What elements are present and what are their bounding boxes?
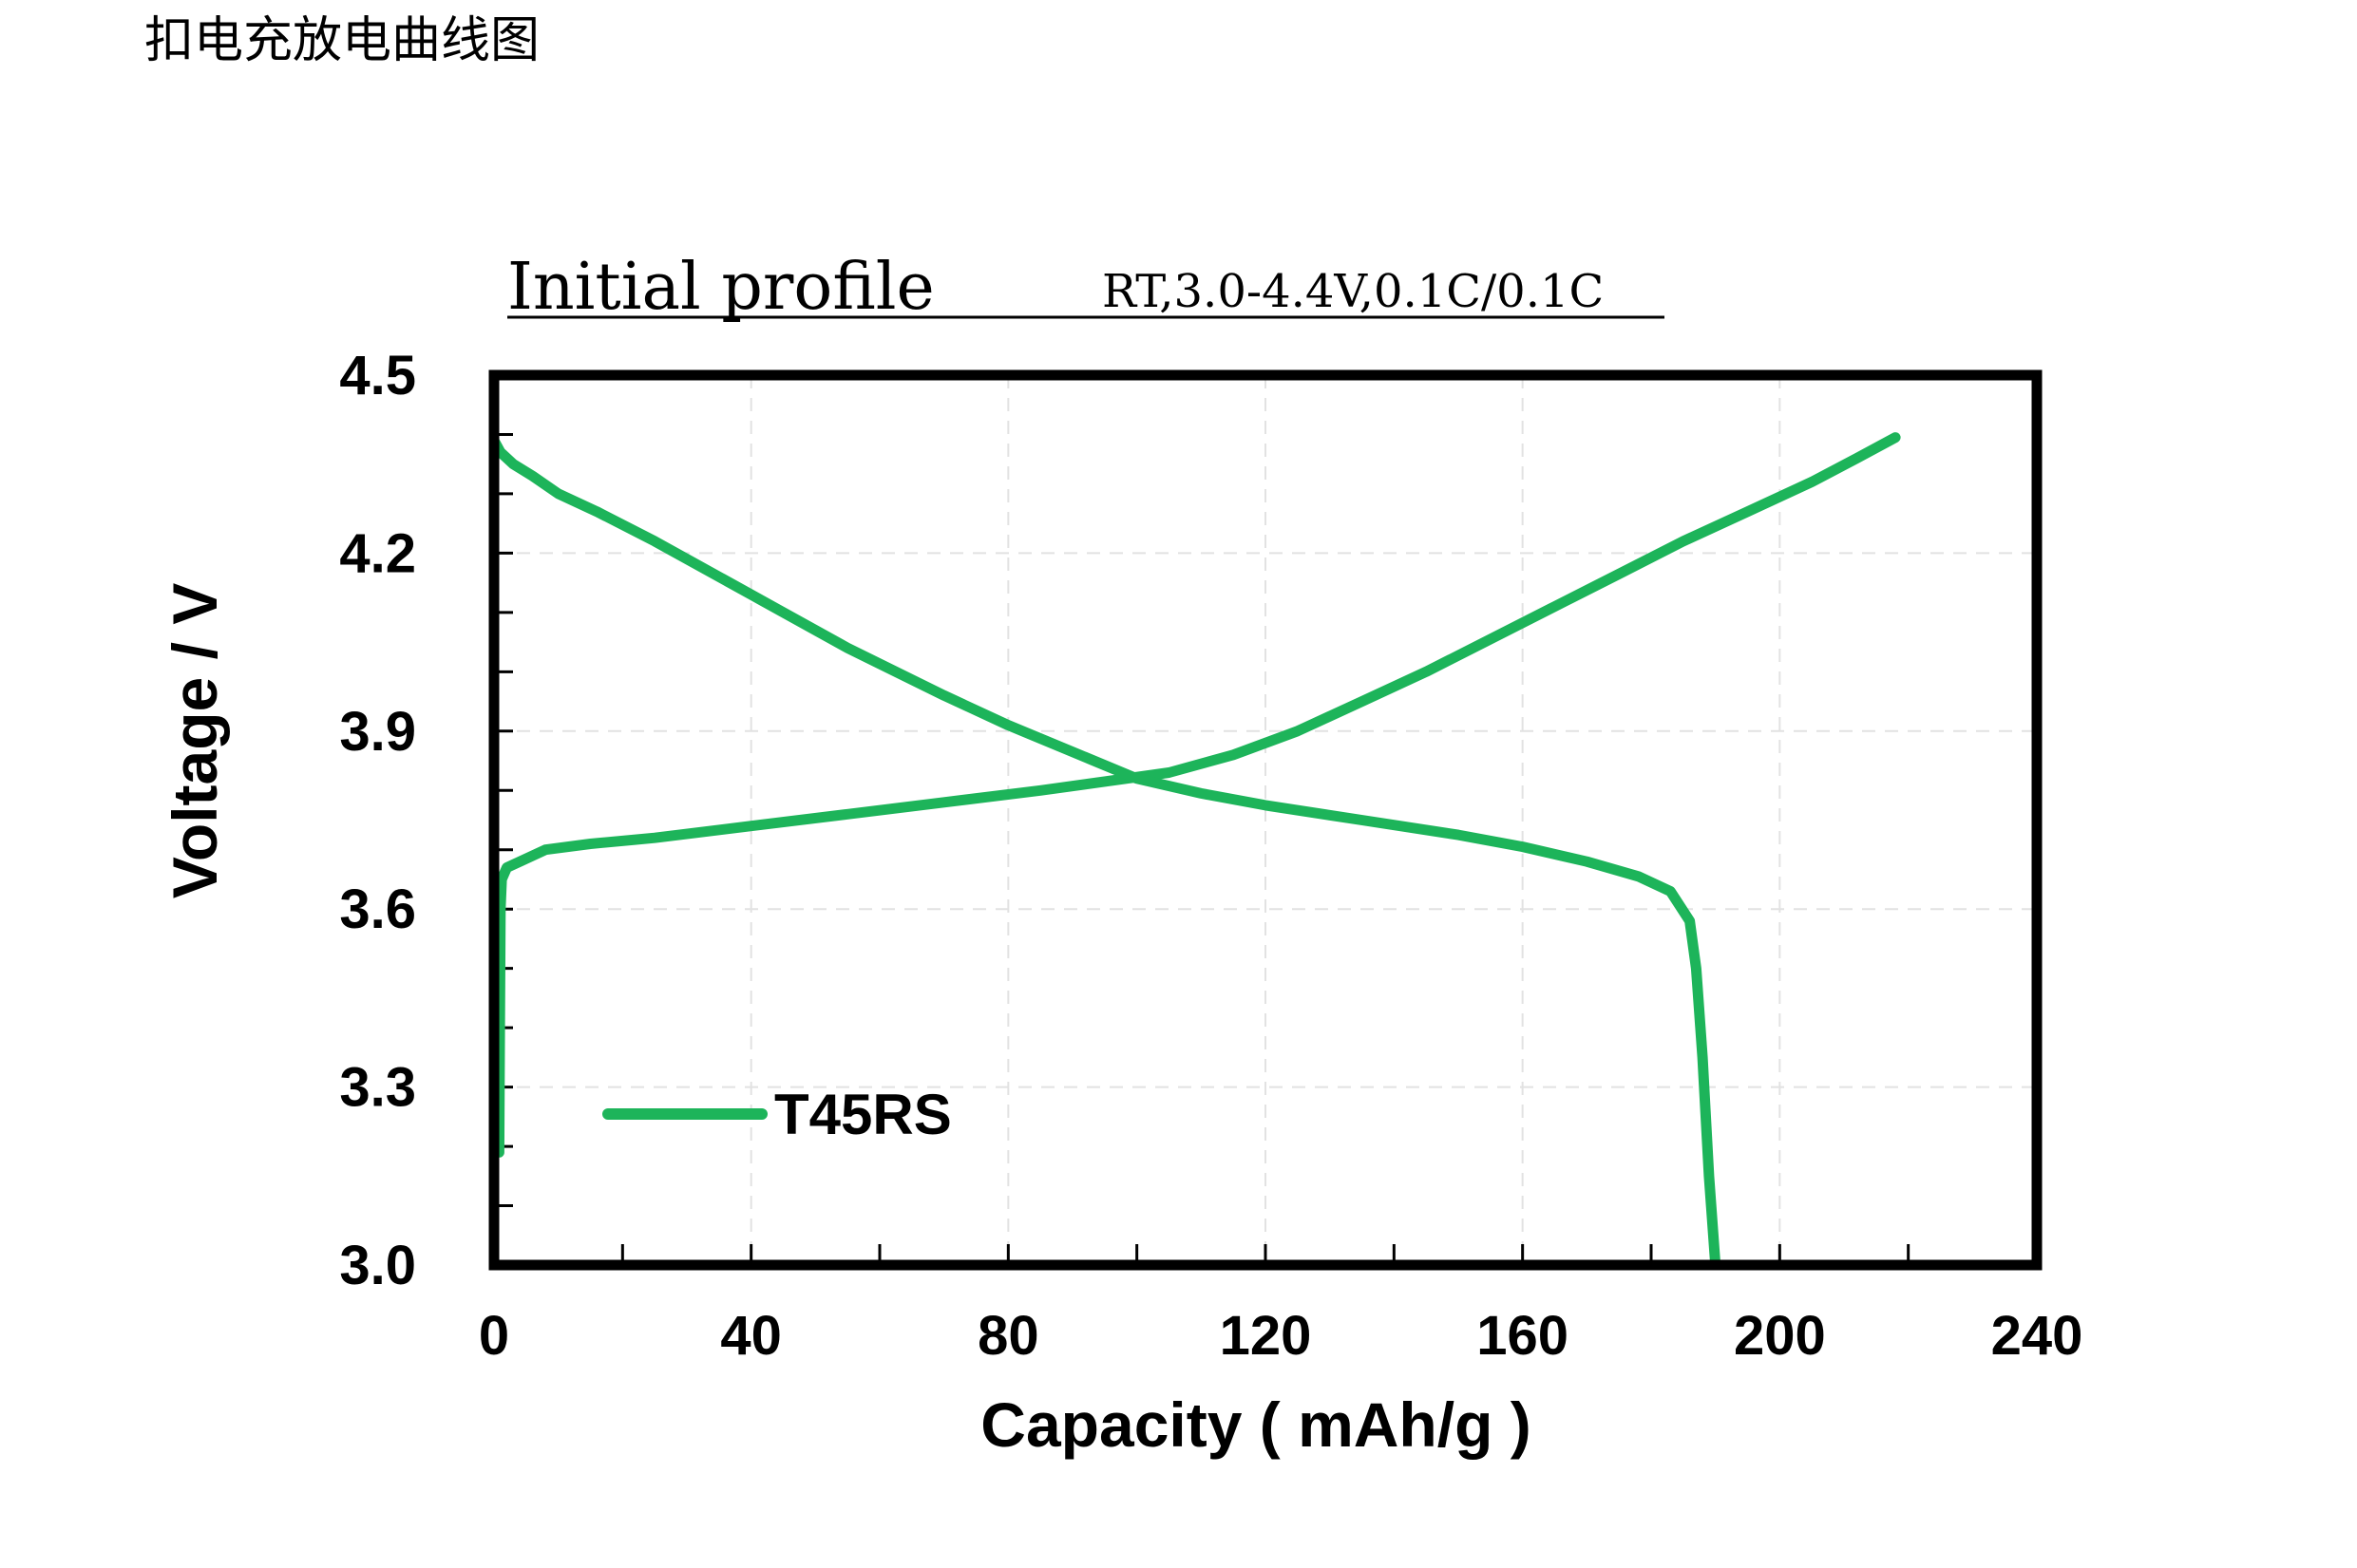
chart-title: Initial profile: [507, 250, 935, 325]
x-tick-label: 80: [978, 1305, 1039, 1367]
series-lines: [488, 432, 1901, 1271]
y-tick-label: 3.6: [339, 878, 416, 940]
series-line-discharge: [488, 435, 1721, 1271]
x-tick-label: 40: [720, 1305, 782, 1367]
chart-subtitle: RT,3.0-4.4V,0.1C/0.1C: [1102, 265, 1604, 318]
page-title: 扣电充放电曲线图: [144, 12, 541, 69]
x-axis-label: Capacity ( mAh/g ): [980, 1389, 1530, 1460]
y-tick-labels: 3.0 3.3 3.6 3.9 4.2 4.5: [339, 345, 416, 1296]
y-tick-label: 3.0: [339, 1235, 416, 1296]
minor-ticks: [494, 432, 1910, 1265]
x-tick-label: 240: [1991, 1305, 2083, 1367]
plot-frame: [488, 369, 2043, 1271]
x-tick-labels: 0 40 80 120 160 200 240: [479, 1305, 2083, 1367]
y-tick-label: 3.9: [339, 701, 416, 763]
x-tick-label: 0: [479, 1305, 509, 1367]
series-line-charge: [493, 432, 1901, 1158]
grid-lines: [494, 375, 2037, 1265]
y-tick-label: 3.3: [339, 1057, 416, 1119]
x-tick-label: 200: [1734, 1305, 1826, 1367]
x-tick-label: 160: [1476, 1305, 1568, 1367]
x-tick-label: 120: [1220, 1305, 1312, 1367]
y-axis-label: Voltage / V: [160, 583, 230, 899]
legend: T45RS: [602, 1083, 952, 1146]
y-tick-label: 4.2: [339, 522, 416, 584]
legend-label-t45rs: T45RS: [774, 1083, 952, 1146]
y-tick-label: 4.5: [339, 345, 416, 406]
